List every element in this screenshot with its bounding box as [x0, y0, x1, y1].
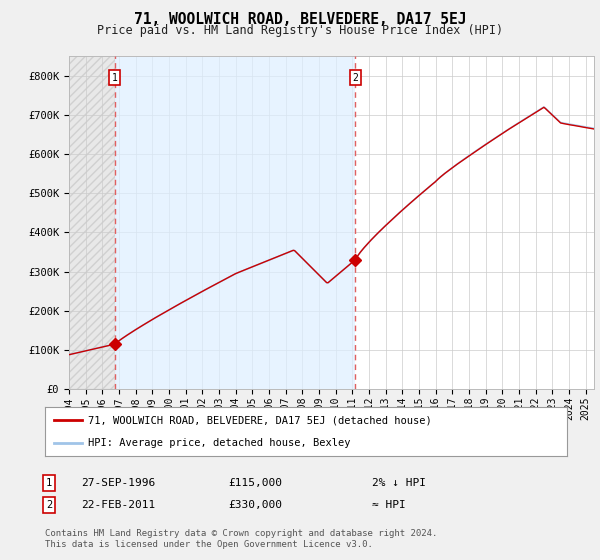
Text: HPI: Average price, detached house, Bexley: HPI: Average price, detached house, Bexl…: [88, 438, 350, 448]
Text: Price paid vs. HM Land Registry's House Price Index (HPI): Price paid vs. HM Land Registry's House …: [97, 24, 503, 37]
Text: 1: 1: [112, 73, 118, 83]
Text: 22-FEB-2011: 22-FEB-2011: [81, 500, 155, 510]
Text: 2: 2: [352, 73, 358, 83]
Text: 27-SEP-1996: 27-SEP-1996: [81, 478, 155, 488]
Text: 2: 2: [46, 500, 52, 510]
Text: 2% ↓ HPI: 2% ↓ HPI: [372, 478, 426, 488]
Bar: [69, 56, 115, 389]
Text: Contains HM Land Registry data © Crown copyright and database right 2024.
This d: Contains HM Land Registry data © Crown c…: [45, 529, 437, 549]
Text: £330,000: £330,000: [228, 500, 282, 510]
Text: 71, WOOLWICH ROAD, BELVEDERE, DA17 5EJ (detached house): 71, WOOLWICH ROAD, BELVEDERE, DA17 5EJ (…: [88, 416, 431, 426]
Bar: [115, 56, 355, 389]
Text: 1: 1: [46, 478, 52, 488]
Text: 71, WOOLWICH ROAD, BELVEDERE, DA17 5EJ: 71, WOOLWICH ROAD, BELVEDERE, DA17 5EJ: [134, 12, 466, 27]
Text: £115,000: £115,000: [228, 478, 282, 488]
Text: ≈ HPI: ≈ HPI: [372, 500, 406, 510]
